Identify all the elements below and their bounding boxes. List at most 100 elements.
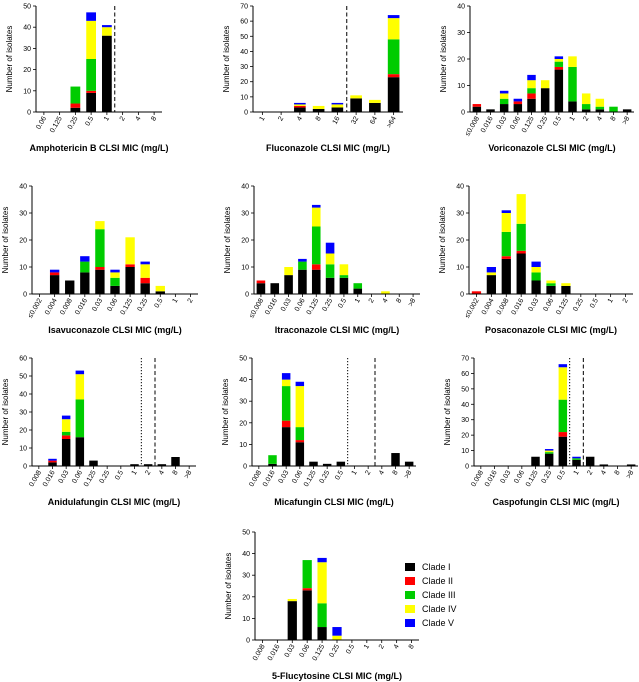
bar-mic-0p06-clade-2 (295, 440, 305, 443)
x-tick-label: >64 (386, 115, 398, 129)
y-tick-label: 0 (243, 464, 247, 471)
legend: Clade I Clade II Clade III Clade IV Clad… (405, 562, 457, 628)
x-axis-title: 5-Flucytosine CLSI MIC (mg/L) (272, 671, 402, 681)
bar-flu-8-clade-1 (312, 108, 325, 112)
bar-flu-gt64-clade-5 (387, 15, 400, 19)
y-axis-title: Number of isolates (224, 553, 233, 620)
bar-flu-gt64-clade-4 (387, 18, 400, 40)
bar-pos-0p016-clade-2 (516, 250, 526, 254)
chart-panel-amb: 0 10 20 30 40 50 0.06 0.125 0.25 0.5 1 2 4 8 Number of… (5, 4, 169, 154)
bar-pos-0p008-clade-5 (501, 210, 511, 213)
bar-isa-0p03-clade-1 (95, 269, 105, 294)
y-axis-title: Number of isolates (223, 207, 232, 274)
x-tick-label: 1 (103, 115, 111, 122)
bar-vor-0p5-clade-4 (554, 59, 564, 62)
y-tick-label: 50 (23, 4, 31, 11)
x-tick-label: 0.016 (262, 469, 277, 488)
x-tick-label: 0.03 (58, 469, 71, 484)
bar-ani-0p125-clade-1 (89, 460, 98, 466)
x-tick-label: 0.125 (521, 115, 536, 134)
x-tick-label: 32 (350, 115, 360, 125)
x-tick-label: 2 (187, 297, 195, 304)
x-tick-label: 0.03 (496, 115, 509, 130)
bar-flu-32-clade-1 (350, 98, 362, 112)
y-tick-label: 30 (456, 211, 464, 218)
x-tick-label: 0.25 (537, 115, 550, 130)
bar-fc-0p25-clade-4 (332, 635, 342, 640)
y-tick-label: 30 (239, 399, 247, 406)
bar-vor-0p5-clade-5 (554, 56, 564, 59)
x-tick-label: 0.5 (84, 115, 95, 127)
x-tick-label: 2 (364, 469, 372, 476)
y-tick-label: 30 (19, 410, 27, 417)
x-tick-label: 1 (131, 469, 139, 476)
legend-swatch-clade-4 (405, 605, 415, 613)
y-tick-label: 30 (457, 30, 465, 37)
bar-flu-16-clade-5 (331, 102, 344, 105)
bar-ani-0p03-clade-4 (61, 419, 71, 432)
bar-mic-gt8-clade-1 (404, 461, 414, 466)
bar-isa-0p004-clade-5 (49, 269, 60, 273)
legend-label-clade-3: Clade III (422, 590, 456, 600)
bar-vor-2-clade-4 (581, 93, 591, 105)
bar-cas-0p25-clade-1 (544, 453, 554, 466)
x-tick-label: 1 (569, 115, 577, 122)
x-tick-label: 4 (158, 469, 166, 476)
x-tick-label: 0.008 (496, 297, 511, 316)
bar-vor-0p125-clade-1 (527, 98, 536, 112)
bar-mic-0p016-clade-1 (268, 463, 277, 466)
x-tick-label: 0.25 (572, 297, 585, 312)
bar-mic-0p03-clade-2 (281, 420, 291, 428)
y-tick-label: 20 (457, 57, 465, 64)
x-tick-label: 16 (332, 115, 342, 125)
bar-cas-0p25-clade-5 (544, 449, 554, 451)
bar-mic-0p06-clade-4 (295, 386, 305, 428)
bar-pos-0p125-clade-4 (561, 283, 571, 286)
x-tick-label: 8 (172, 469, 180, 476)
y-axis-title: Number of isolates (1, 207, 10, 274)
bar-vor-2-clade-1 (581, 109, 591, 112)
bar-ani-2-clade-1 (143, 464, 153, 466)
chart-panel-fc: 0 10 20 30 40 50 0.008 0.016 0.03 0.06 0.125 0.25 0.… (224, 530, 419, 681)
bar-vor-0p06-clade-2 (513, 101, 523, 105)
x-tick-label: 0.016 (264, 297, 279, 316)
legend-swatch-clade-2 (405, 577, 415, 585)
bar-fc-0p03-clade-1 (287, 601, 297, 640)
y-tick-label: 40 (241, 184, 249, 191)
bar-vor-0p5-clade-3 (554, 61, 564, 67)
bar-pos-0p06-clade-4 (546, 280, 556, 284)
x-tick-label: 1 (607, 297, 615, 304)
legend-label-clade-4: Clade IV (422, 604, 457, 614)
x-tick-label: 2 (144, 469, 152, 476)
y-axis-title: Number of isolates (221, 379, 230, 446)
y-axis-title: Number of isolates (5, 26, 14, 93)
bar-amb-1-clade-4 (101, 27, 112, 36)
y-tick-label: 40 (457, 4, 465, 11)
bar-cas-1-clade-1 (572, 459, 581, 466)
bar-ani-0p06-clade-1 (75, 437, 85, 466)
bar-vor-gt8-clade-1 (622, 109, 632, 112)
bar-itr-4-clade-4 (381, 291, 390, 294)
y-tick-label: 0 (245, 292, 249, 299)
y-tick-label: 0 (246, 638, 250, 645)
y-tick-label: 10 (240, 94, 248, 101)
y-axis-title: Number of isolates (222, 26, 231, 93)
x-tick-label: 0.25 (137, 297, 150, 312)
x-axis-title: Itraconazole CLSI MIC (mg/L) (275, 325, 400, 335)
bar-flu-8-clade-4 (312, 105, 325, 109)
y-tick-label: 10 (241, 265, 249, 272)
y-tick-label: 40 (19, 184, 27, 191)
x-tick-label: 8 (395, 297, 403, 304)
x-tick-label: 2 (378, 643, 386, 650)
bar-cas-1-clade-3 (572, 458, 581, 460)
y-tick-label: 50 (461, 386, 469, 393)
bar-ani-0p06-clade-5 (75, 370, 85, 375)
x-tick-label: 0.016 (480, 115, 495, 134)
y-tick-label: 0 (23, 292, 27, 299)
bar-ani-8-clade-1 (171, 457, 180, 466)
bar-isa-0p25-clade-1 (140, 283, 150, 294)
x-tick-label: 0.06 (106, 297, 119, 312)
bar-itr-0p25-clade-1 (325, 277, 335, 294)
bar-pos-0p06-clade-1 (546, 285, 556, 294)
